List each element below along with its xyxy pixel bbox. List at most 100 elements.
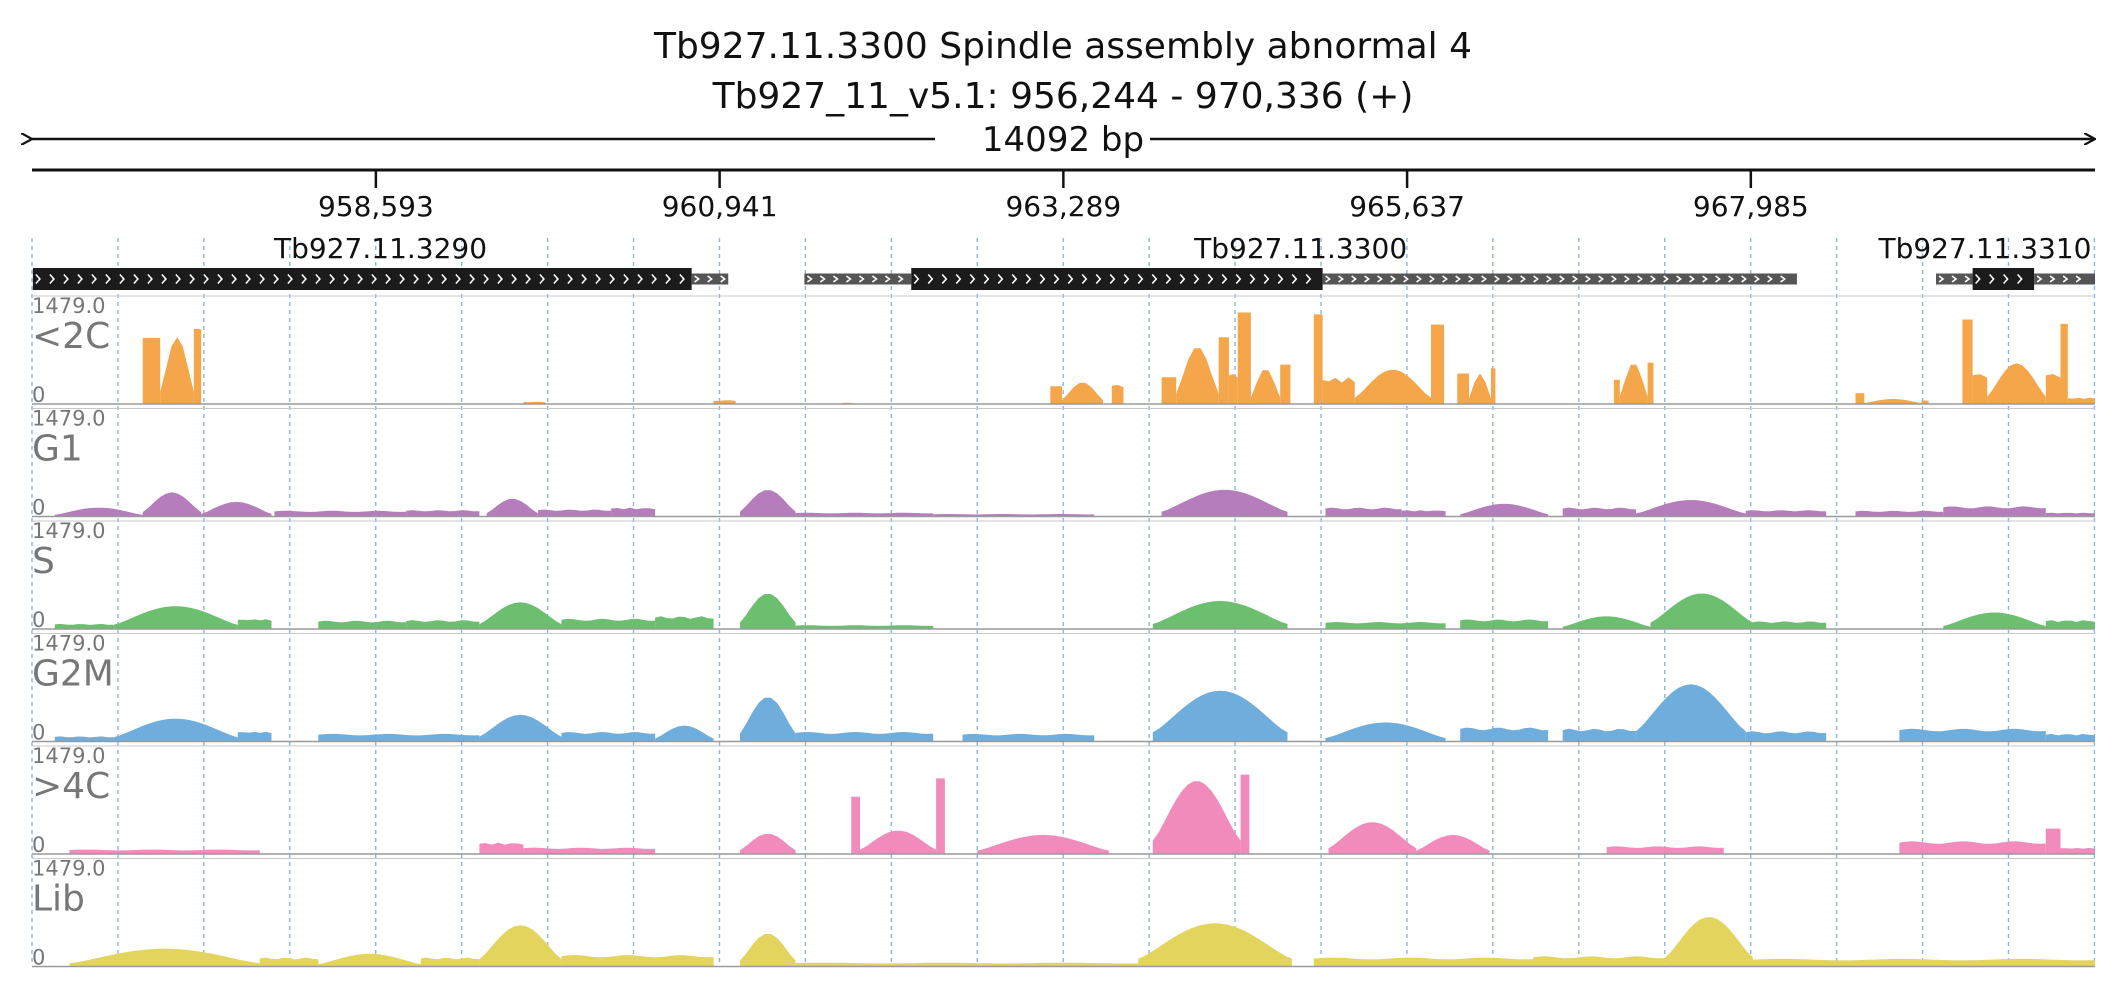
coverage-block [1431,324,1445,404]
gene-label: Tb927.11.3300 [1193,232,1407,265]
coverage-block [1972,374,1988,404]
coverage-block [237,619,272,629]
coverage-block [1562,507,1636,517]
track-name-label: G2M [32,654,114,695]
coverage-block [1250,370,1281,404]
coverage-block [1152,601,1288,629]
coverage-block [1562,616,1651,629]
coverage-block [69,948,260,967]
ruler-tick-label: 960,941 [662,190,778,223]
track-ymin-label: 0 [32,383,45,407]
strand-arrow-marks [1938,275,1971,283]
coverage-block [318,733,480,742]
coverage-block [2045,620,2095,629]
track-ymin-label: 0 [32,721,45,745]
coverage-block [406,510,480,517]
coverage-block [1325,507,1402,517]
coverage-block [1855,393,1865,404]
coverage-block [1328,822,1417,854]
gene-utr-segment [2034,273,2095,285]
coverage-block [113,606,238,629]
ruler-tick-label: 967,985 [1693,190,1809,223]
coverage-block [962,733,1095,742]
coverage-block [142,492,202,517]
gene-cds-segment [1972,268,2035,290]
coverage-block [1943,506,2046,517]
coverage-block [1325,622,1446,629]
track-4c: 1479.0>4C 0 [32,744,2095,857]
coverage-block [318,953,421,967]
gene-utr-segment [1936,273,1973,285]
coverage-block [1962,319,1973,404]
coverage-block [1619,364,1648,404]
coverage-block [1176,348,1219,404]
coverage-block [1313,314,1323,404]
coverage-tracks: 1479.0<2C01479.0G101479.0S01479.0G2M0147… [32,294,2095,970]
coverage-block [2067,397,2095,404]
track-g1: 1479.0G1 0 [32,407,2095,520]
coverage-block [795,512,934,517]
coverage-block [1753,958,2095,967]
track-ymax-label: 1479.0 [32,857,105,881]
region-subtitle: Tb927_11_v5.1: 956,244 - 970,336 (+) [712,76,1414,117]
strand-arrow-marks [806,275,904,283]
coverage-block [1855,510,1944,517]
coverage-block [479,714,562,742]
coverage-block [1562,728,1636,742]
coverage-block [2045,512,2095,517]
coverage-block [1240,774,1250,854]
coverage-block [1613,379,1620,404]
coverage-block [655,616,714,629]
coverage-block [69,849,260,854]
page-title: Tb927.11.3300 Spindle assembly abnormal … [653,26,1472,67]
coverage-block [274,510,407,517]
coverage-block [795,625,934,629]
coverage-block [1322,377,1355,404]
span-indicator: 14092 bp [32,120,2095,160]
coverage-block [318,620,407,629]
coverage-block [1635,500,1746,517]
coverage-block [54,507,143,517]
gene-tb927-11-3310[interactable]: Tb927.11.3310 [1877,232,2095,290]
coverage-block [1161,377,1177,404]
coverage-block [1111,384,1124,404]
coverage-block [1469,373,1491,404]
coverage-block [740,490,796,517]
coverage-block [1899,728,2046,742]
coverage-block [1921,400,1929,404]
coverage-block [2060,847,2095,854]
coverage-block [479,602,562,629]
strand-arrow-marks [694,275,726,283]
coverage-block [1899,841,2046,854]
coverage-block [1050,386,1062,404]
coverage-block [1416,834,1490,854]
coverage-block [523,847,656,854]
coverage-block [237,731,272,742]
coverage-block [2045,828,2061,854]
coverage-block [860,830,937,854]
coverage-block [1491,368,1496,404]
coverage-block [1460,503,1549,517]
coverage-block [193,329,202,404]
coverage-block [1152,690,1288,742]
strand-arrow-marks [1975,273,2023,285]
gene-cds-segment [911,268,1323,290]
coordinate-ruler: 958,593 960,941 963,289 965,637 967,985 [32,168,2095,223]
ruler-tick-label: 958,593 [318,190,434,223]
coverage-block [1460,619,1549,629]
coverage-block [740,934,796,967]
coverage-block [486,499,538,517]
track-2c: 1479.0<2C 0 [32,294,2095,407]
gene-tb927-11-3300[interactable]: Tb927.11.3300 [804,232,1797,290]
gene-tb927-11-3290[interactable]: Tb927.11.3290 [32,232,729,290]
strand-arrow-marks [2036,275,2082,283]
coverage-block [406,620,480,629]
coverage-block [1457,373,1469,404]
track-name-label: G1 [32,429,83,470]
gene-utr-segment [804,273,912,285]
coverage-block [1606,846,1724,854]
coverage-block [259,957,319,967]
gene-utr-segment [691,273,729,285]
coverage-block [54,623,114,629]
